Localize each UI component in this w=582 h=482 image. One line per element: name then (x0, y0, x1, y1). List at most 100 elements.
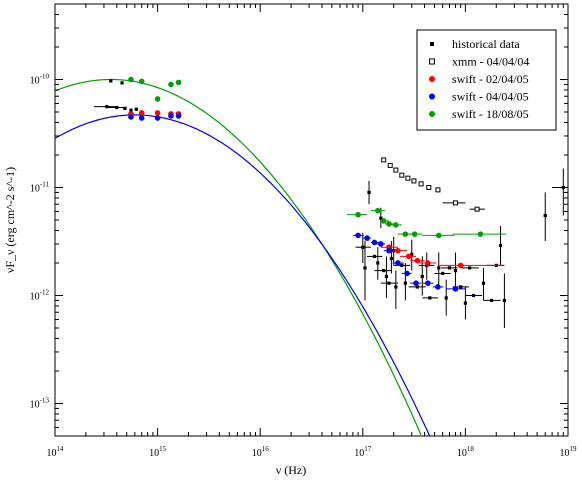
data-point (372, 254, 377, 259)
data-point (435, 232, 442, 239)
data-point (435, 187, 441, 193)
data-point (405, 175, 411, 181)
data-point (389, 256, 394, 261)
y-tick-label: 10-13 (30, 396, 50, 410)
data-point (393, 167, 399, 173)
data-point (387, 281, 391, 285)
axis-ticks (54, 4, 569, 436)
data-point (474, 206, 480, 212)
data-point (452, 200, 458, 206)
data-point (382, 269, 386, 273)
data-point (414, 257, 421, 264)
y-tick-label: 10-10 (30, 72, 50, 86)
data-point (403, 281, 407, 285)
data-point (138, 115, 145, 121)
data-point (426, 184, 432, 190)
data-point (413, 280, 419, 286)
y-tick-label: 10-12 (30, 288, 50, 302)
data-point (134, 107, 138, 111)
legend-marker (429, 93, 435, 100)
data-point (115, 105, 119, 110)
data-point (410, 252, 414, 257)
data-point (355, 211, 361, 218)
data-point (394, 285, 398, 289)
legend-label: swift - 18/08/05 (452, 107, 529, 121)
data-point (364, 235, 370, 241)
data-point (543, 213, 547, 218)
data-point (502, 298, 507, 303)
legend: historical data xmm - 04/04/04 swift - 02/… (416, 29, 557, 131)
data-point (379, 216, 383, 220)
data-point (395, 260, 401, 266)
data-point (367, 190, 371, 195)
data-point (109, 79, 113, 83)
tick-labels: 1014 1015 1016 1017 1018 1019 10-13 10-12 10-11 1… (30, 72, 577, 459)
data-point (128, 76, 134, 83)
legend-marker (429, 111, 435, 117)
data-point (175, 113, 182, 119)
data-point (457, 262, 464, 269)
x-tick-label: 1017 (354, 445, 372, 459)
data-point (395, 247, 401, 254)
data-point (168, 81, 174, 88)
data-point (129, 108, 133, 112)
legend-marker (429, 58, 435, 65)
data-point (381, 157, 387, 163)
data-point (468, 266, 472, 270)
x-axis-title: ν (Hz) (276, 463, 306, 477)
data-point (138, 78, 145, 85)
data-point (452, 286, 459, 292)
data-point (444, 296, 448, 300)
data-point (154, 96, 161, 102)
data-point (498, 243, 503, 248)
data-point (463, 301, 467, 305)
legend-label: swift - 04/04/05 (452, 90, 529, 104)
legend-label: historical data (452, 37, 520, 51)
data-point (361, 245, 365, 249)
data-point (411, 178, 417, 184)
data-point (175, 79, 182, 86)
y-tick-label: 10-11 (30, 180, 50, 194)
data-points (94, 76, 568, 328)
data-point (120, 81, 124, 85)
data-point (411, 231, 418, 237)
data-point (386, 221, 392, 227)
data-point (154, 115, 161, 121)
data-point (420, 274, 424, 279)
data-point (123, 106, 127, 110)
data-point (435, 284, 441, 290)
data-point (459, 285, 463, 289)
data-point (138, 110, 145, 116)
data-point (105, 105, 109, 109)
data-point (402, 231, 409, 237)
data-point (168, 113, 174, 119)
legend-label: swift - 02/04/05 (452, 72, 529, 86)
data-point (424, 280, 431, 286)
data-point (128, 114, 134, 120)
data-point (437, 266, 441, 270)
legend-label: xmm - 04/04/04 (452, 55, 529, 69)
data-point (380, 218, 387, 224)
legend-marker (430, 42, 434, 46)
data-point (384, 274, 389, 279)
data-point (154, 110, 161, 116)
data-point (371, 239, 378, 246)
data-point (374, 207, 381, 214)
data-point (415, 285, 419, 289)
legend-box (416, 29, 557, 131)
x-tick-label: 1016 (252, 445, 270, 459)
legend-marker (429, 76, 435, 82)
data-point (404, 270, 410, 277)
data-point (405, 253, 412, 260)
x-tick-label: 1018 (457, 445, 475, 459)
data-point (424, 260, 431, 266)
data-point (441, 271, 445, 276)
x-tick-label: 1019 (560, 445, 578, 459)
data-point (378, 241, 384, 247)
model-curves (54, 78, 431, 436)
data-point (363, 266, 367, 270)
y-axis-title: νF_ν (erg cm^-2 s^-1) (3, 167, 17, 273)
data-point (399, 172, 405, 178)
data-point (453, 269, 458, 273)
data-point (447, 266, 452, 270)
